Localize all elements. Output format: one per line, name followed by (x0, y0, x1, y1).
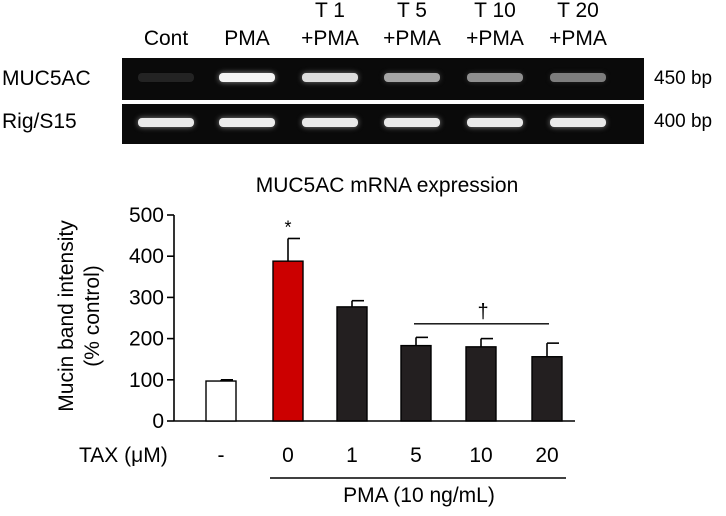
gel-lane-header: T 5 +PMA (367, 0, 457, 50)
gel-lane-header-line2: +PMA (466, 27, 524, 50)
x-axis-label: TAX (μM) (79, 444, 168, 467)
bar (465, 346, 497, 422)
gel-lane-header: T 20 +PMA (533, 0, 623, 50)
y-tick-label: 500 (129, 204, 164, 227)
gel-lane-header-line1: T 1 (315, 0, 345, 22)
y-tick-label: 400 (129, 245, 164, 268)
x-tick-label: 20 (535, 444, 558, 467)
x-tick-label: - (218, 444, 225, 467)
gel-lane-header-line1: T 5 (397, 0, 427, 22)
gel-lane-header-line1: T 20 (557, 0, 599, 22)
gel-lane-header: PMA (202, 0, 292, 50)
gel-row-label-muc5ac: MUC5AC (2, 67, 91, 90)
gel-row-size-muc5ac: 450 bp (654, 68, 713, 89)
gel-band (302, 118, 358, 127)
y-tick-label: 0 (152, 410, 164, 433)
x-tick-label: 0 (282, 444, 294, 467)
gel-band (550, 73, 606, 82)
gel-band (138, 118, 194, 127)
gel-lane-header-line2: PMA (224, 27, 270, 50)
bar (272, 260, 304, 422)
gel-band (302, 73, 358, 82)
gel-band (384, 118, 440, 127)
group-label: PMA (10 ng/mL) (343, 484, 495, 507)
gel-lane-header: Cont (121, 0, 211, 50)
x-tick-label: 5 (410, 444, 422, 467)
gel-band (467, 118, 523, 127)
y-axis-label-line1: Mucin band intensity (55, 220, 78, 412)
gel-band (384, 73, 440, 82)
x-tick-label: 10 (469, 444, 492, 467)
gel-lane-header: T 10 +PMA (450, 0, 540, 50)
bar (531, 356, 563, 422)
y-tick-label: 200 (129, 328, 164, 351)
bar (336, 306, 368, 422)
gel-band (550, 118, 606, 127)
gel-band (467, 73, 523, 82)
gel-band (219, 73, 275, 82)
gel-image-muc5ac (122, 58, 644, 100)
gel-lane-header-line2: +PMA (549, 27, 607, 50)
gel-lane-header-line2: +PMA (383, 27, 441, 50)
gel-lane-header-line2: Cont (143, 27, 189, 50)
gel-lane-header-line1: T 10 (474, 0, 516, 22)
gel-image-rigs15 (122, 104, 644, 144)
gel-lane-header-line2: +PMA (301, 27, 359, 50)
significance-dagger: † (477, 301, 488, 323)
y-tick-label: 100 (129, 369, 164, 392)
gel-band (219, 118, 275, 127)
gel-band (138, 73, 194, 82)
y-tick-label: 300 (129, 286, 164, 309)
gel-lane-header: T 1 +PMA (285, 0, 375, 50)
gel-row-label-rigs15: Rig/S15 (2, 110, 77, 133)
significance-star: * (284, 217, 291, 237)
x-tick-label: 1 (346, 444, 358, 467)
bar (400, 344, 432, 422)
y-axis-label-line2: (% control) (81, 265, 104, 367)
bar (205, 380, 237, 422)
chart-title: MUC5AC mRNA expression (256, 174, 519, 197)
gel-row-size-rigs15: 400 bp (654, 111, 713, 132)
